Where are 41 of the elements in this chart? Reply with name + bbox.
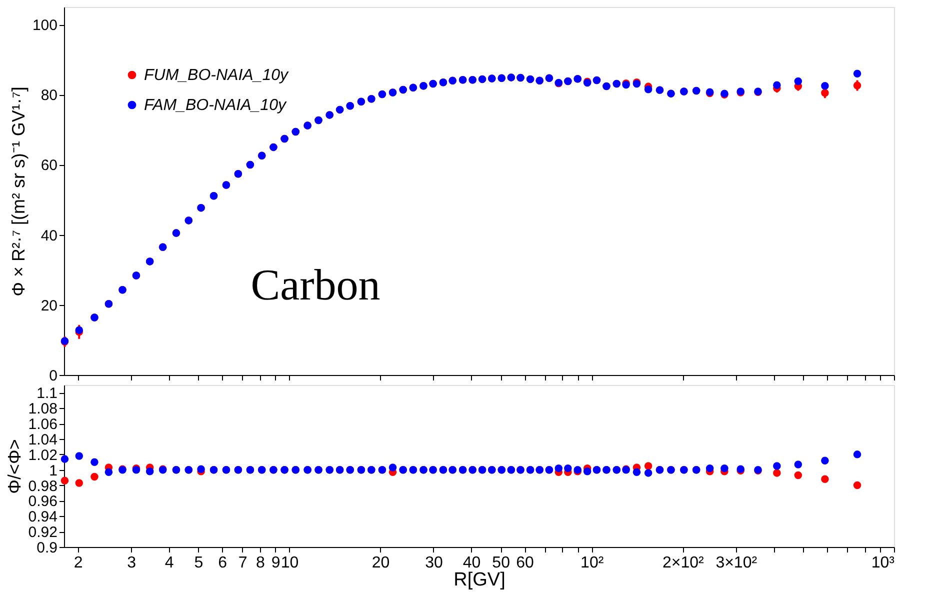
y-tick-label: 0 [49, 368, 58, 384]
y-axis-title: Φ × R²·⁷ [(m² sr s)⁻¹ GV¹·⁷] [8, 86, 28, 296]
x-tick-label: 60 [516, 554, 534, 572]
y-tick-label: 80 [40, 87, 58, 104]
x-tick-label: 10 [280, 554, 299, 572]
x-tick-label: 2 [74, 554, 83, 572]
x-tick-label: 20 [372, 554, 390, 572]
x-tick-label: 6 [218, 554, 228, 572]
x-tick-label: 10² [580, 554, 604, 572]
x-tick-label: 2×10² [662, 554, 704, 572]
y-tick-label: 0.9 [36, 540, 58, 556]
y-tick-label: 1.06 [28, 416, 58, 434]
x-tick-label: 3×10² [716, 554, 758, 572]
x-tick-label: 5 [194, 554, 204, 572]
x-tick-label: 3 [127, 554, 136, 572]
x-tick-label: 4 [164, 554, 174, 572]
x-tick-label: 7 [238, 554, 248, 572]
legend-label: FUM_BO-NAIA_10y [144, 67, 290, 84]
y-axis-title: Φ/<Φ> [4, 439, 24, 494]
x-tick-label: 40 [462, 554, 481, 572]
y-tick-label: 0.98 [28, 478, 58, 495]
x-axis-title: R[GV] [454, 570, 506, 590]
legend-label: FAM_BO-NAIA_10y [144, 97, 287, 114]
y-tick-label: 1.02 [28, 446, 58, 464]
y-tick-label: 0.92 [28, 524, 58, 542]
y-tick-label: 100 [32, 17, 58, 34]
y-tick-label: 0.94 [28, 508, 58, 526]
x-tick-label: 9 [271, 554, 280, 572]
y-tick-label: 1 [49, 462, 58, 480]
x-tick-label: 10³ [871, 554, 896, 572]
annotation: Carbon [250, 260, 380, 310]
y-tick-label: 1.04 [28, 432, 58, 448]
y-tick-label: 40 [40, 227, 58, 244]
y-tick-label: 1.1 [36, 385, 58, 402]
x-tick-label: 8 [256, 554, 265, 572]
y-tick-label: 0.96 [28, 493, 58, 510]
y-tick-label: 1.08 [28, 400, 58, 418]
y-tick-label: 60 [40, 157, 58, 174]
x-tick-label: 30 [425, 554, 443, 572]
y-tick-label: 20 [40, 297, 58, 314]
x-tick-label: 50 [492, 554, 510, 572]
